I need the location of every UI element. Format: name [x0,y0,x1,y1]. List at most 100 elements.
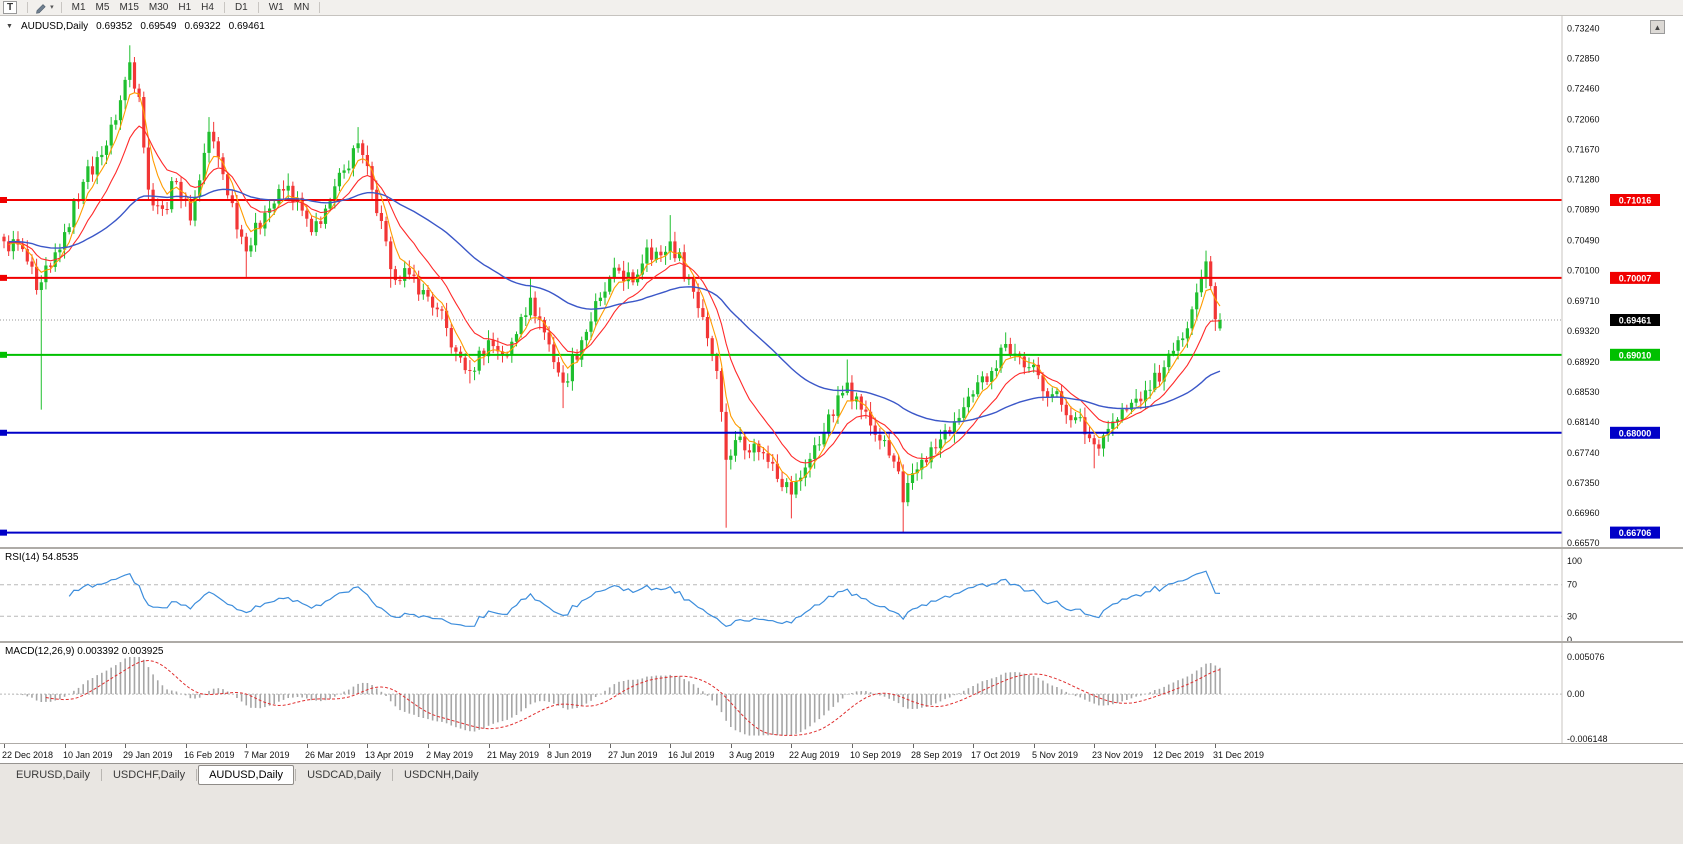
date-tick [489,744,490,748]
ma-fast-line [8,92,1221,483]
toolbar-separator [257,2,259,13]
collapse-chart-icon[interactable]: ▼ [6,23,13,30]
line-left-marker [0,196,7,203]
chart-tools-button[interactable]: T [3,1,18,14]
date-tick [610,744,611,748]
date-axis-label: 13 Apr 2019 [365,750,414,760]
tab-eurusd[interactable]: EURUSD,Daily [16,769,90,781]
date-tick [731,744,732,748]
date-tick [852,744,853,748]
ma-slow-line [8,188,1221,423]
timeframe-h4-button[interactable]: H4 [201,2,214,13]
chart-header: ▼ AUDUSD,Daily 0.69352 0.69549 0.69322 0… [6,21,265,32]
date-tick [307,744,308,748]
tab-separator [100,769,102,781]
price-axis-label: 0.70890 [1567,205,1600,215]
date-axis-label: 10 Sep 2019 [850,750,902,760]
rsi-label: RSI(14) 54.8535 [5,552,79,563]
tab-separator [295,769,297,781]
date-tick [913,744,914,748]
price-axis-label: 0.70100 [1567,266,1600,276]
timeframe-d1-button[interactable]: D1 [234,2,248,13]
ma-mid-line [8,125,1221,464]
date-tick [367,744,368,748]
chart-tab-bar: EURUSD,Daily USDCHF,Daily AUDUSD,Daily USDC… [0,763,1683,786]
date-tick [670,744,671,748]
tab-usdcad[interactable]: USDCAD,Daily [307,769,382,781]
price-axis-label: 0.69320 [1567,326,1600,336]
date-tick [4,744,5,748]
line-left-marker [0,274,7,281]
macd-histogram [12,657,1221,736]
date-axis-label: 10 Jan 2019 [63,750,113,760]
timeframe-h1-button[interactable]: H1 [178,2,192,13]
price-line-label-box [1610,271,1660,284]
date-axis-label: 31 Dec 2019 [1213,750,1265,760]
timeframe-buttons: M1 M5 M15 M30 H1 H4 D1 W1 MN [67,1,326,14]
price-axis-label: 0.71670 [1567,145,1600,155]
macd-axis-label: 0.005076 [1567,652,1605,662]
price-axis-label: 0.67350 [1567,478,1600,488]
rsi-svg: 100 70 30 0 [0,549,1582,641]
tab-usdcnh[interactable]: USDCNH,Daily [404,769,479,781]
pencil-icon [36,3,46,14]
rsi-indicator-panel[interactable]: 100 70 30 0 RSI(14) 54.8535 [0,549,1683,641]
price-line-label-box [1610,526,1660,539]
price-line-label-box [1610,348,1660,361]
price-line-label-text: 0.66706 [1619,528,1652,538]
macd-indicator-panel[interactable]: 0.005076 0.00 -0.006148 MACD(12,26,9) 0.00… [0,643,1683,743]
price-line-label-text: 0.69461 [1619,316,1652,326]
scroll-up-arrow-button[interactable]: ▲ [1650,20,1665,34]
date-axis-label: 16 Jul 2019 [668,750,715,760]
date-tick [65,744,66,748]
date-axis-label: 5 Nov 2019 [1032,750,1079,760]
date-axis-label: 22 Dec 2018 [2,750,54,760]
date-axis-label: 17 Oct 2019 [971,750,1021,760]
date-tick [1155,744,1156,748]
price-line-label-text: 0.71016 [1619,196,1652,206]
ohlc-open-value: 0.69352 [96,21,133,32]
main-chart-panel[interactable]: 0.73240 0.72850 0.72460 0.72060 0.71670 0.712… [0,16,1683,547]
price-axis-label: 0.67740 [1567,448,1600,458]
tab-usdchf[interactable]: USDCHF,Daily [112,769,186,781]
ohlc-high-value: 0.69549 [140,21,177,32]
price-line-label-text: 0.70007 [1619,273,1652,283]
rsi-axis-label: 0 [1567,635,1572,641]
timeframe-m5-button[interactable]: M5 [95,2,110,13]
price-axis-label: 0.73240 [1567,23,1600,33]
date-tick [125,744,126,748]
macd-axis-label: -0.006148 [1567,734,1608,743]
price-axis-label: 0.71280 [1567,175,1600,185]
timeframe-m1-button[interactable]: M1 [71,2,86,13]
date-tick [1215,744,1216,748]
date-axis-label: 27 Jun 2019 [608,750,658,760]
price-axis-label: 0.66570 [1567,538,1600,547]
toolbar-separator [319,2,321,13]
date-axis-label: 29 Jan 2019 [123,750,173,760]
timeframe-m15-button[interactable]: M15 [119,2,139,13]
tab-audusd[interactable]: AUDUSD,Daily [198,765,295,785]
date-axis-label: 28 Sep 2019 [911,750,963,760]
chart-symbol-label: AUDUSD,Daily [20,21,89,32]
timeframe-mn-button[interactable]: MN [293,2,310,13]
date-tick [973,744,974,748]
timeframe-m30-button[interactable]: M30 [148,2,169,13]
price-axis-label: 0.72850 [1567,53,1600,63]
price-axis-label: 0.68920 [1567,357,1600,367]
panel-splitter[interactable] [0,547,1683,549]
panel-splitter[interactable] [0,641,1683,643]
ohlc-close-value: 0.69461 [228,21,265,32]
date-tick [428,744,429,748]
bottom-filler [0,786,1683,844]
price-line-label-box [1610,194,1660,206]
price-axis-label: 0.72060 [1567,114,1600,124]
tab-separator [392,769,394,781]
date-tick [186,744,187,748]
date-tick [791,744,792,748]
price-axis-label: 0.68530 [1567,387,1600,397]
macd-axis-label: 0.00 [1567,689,1585,699]
price-axis-label: 0.68140 [1567,417,1600,427]
date-axis: 22 Dec 2018 10 Jan 2019 29 Jan 2019 16 Feb … [0,743,1683,763]
draw-tool-button[interactable]: ▾ [33,1,56,14]
timeframe-w1-button[interactable]: W1 [268,2,284,13]
